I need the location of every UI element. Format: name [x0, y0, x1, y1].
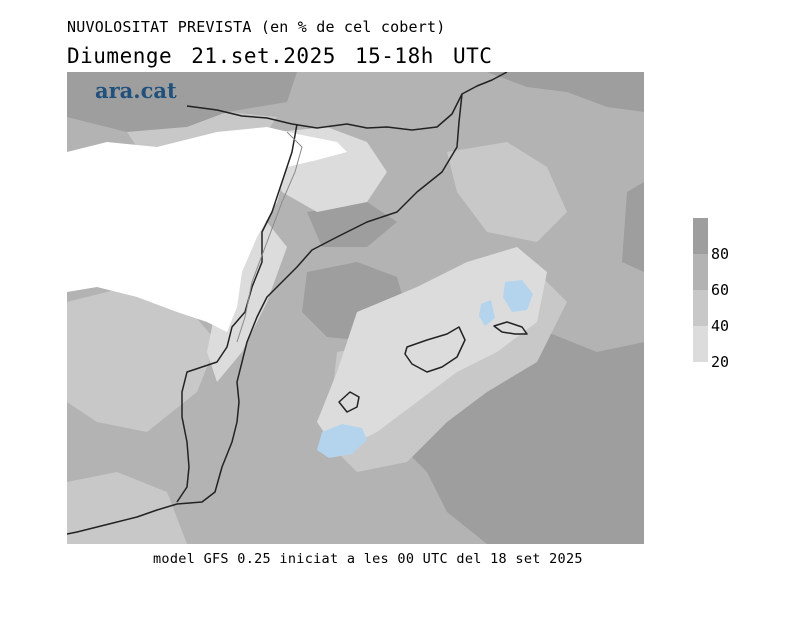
cloud-region-mid: [67, 287, 217, 432]
cloud-region-light: [317, 247, 547, 452]
legend-swatch-40-60: [693, 290, 708, 326]
clear-sky-region: [67, 127, 347, 332]
map-title: NUVOLOSITAT PREVISTA (en % de cel cobert…: [67, 18, 446, 36]
legend-label-80: 80: [711, 245, 730, 263]
clear-highlight-patch: [503, 280, 533, 312]
cloud-region-dark: [622, 182, 644, 272]
legend-label-60: 60: [711, 281, 730, 299]
brand-logo: ara.cat: [95, 78, 177, 103]
model-caption: model GFS 0.25 iniciat a les 00 UTC del …: [153, 551, 583, 567]
menorca-island: [493, 321, 528, 335]
france-spain-border: [186, 72, 508, 131]
map-subtitle: Diumenge 21.set.2025 15-18h UTC: [67, 44, 493, 68]
ibiza-island: [338, 391, 360, 413]
cloud-region-mid: [447, 142, 567, 242]
mallorca-island: [404, 326, 466, 373]
cloud-region-dark: [307, 202, 397, 247]
cloud-cover-field: [67, 72, 644, 544]
inland-border: [176, 123, 298, 503]
cloud-region-dark: [487, 72, 644, 112]
color-legend: [693, 218, 708, 362]
legend-label-40: 40: [711, 317, 730, 335]
clear-highlight-patch: [317, 424, 367, 458]
catalan-coastline: [67, 93, 463, 535]
legend-swatch-60-80: [693, 254, 708, 290]
inner-region-border: [236, 131, 303, 343]
legend-swatch-20-40: [693, 326, 708, 362]
cloud-cover-map: ara.cat: [67, 72, 644, 544]
cloud-region-mid: [67, 472, 187, 544]
coastline-group: [67, 72, 528, 535]
legend-swatch-80-100: [693, 218, 708, 254]
cloud-region-dark: [67, 72, 297, 132]
region-border-group: [236, 131, 303, 343]
clear-highlight-patch: [479, 300, 495, 326]
legend-label-20: 20: [711, 353, 730, 371]
